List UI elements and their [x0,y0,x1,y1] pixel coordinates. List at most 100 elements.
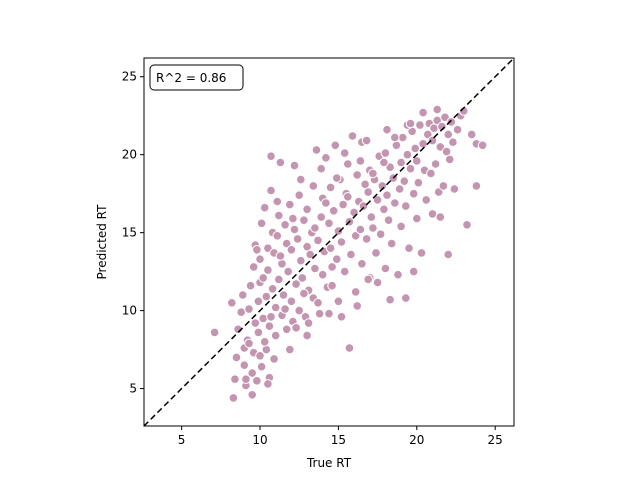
data-point [275,251,286,261]
y-tick-label: 15 [122,226,137,240]
data-point [412,156,422,166]
data-point [404,243,414,253]
data-point [459,106,469,116]
data-point [440,112,450,123]
data-point [266,185,276,196]
data-point [333,226,344,236]
data-point [266,312,276,322]
data-point [382,190,392,200]
data-point [350,287,361,297]
data-point [466,129,477,140]
data-point [302,204,312,215]
data-point [368,223,378,233]
data-point [325,182,336,193]
data-point [325,243,336,253]
data-point [427,135,438,146]
data-point [332,254,342,265]
data-point [255,351,265,361]
data-point [338,199,348,210]
data-point [397,132,408,143]
data-point [294,305,305,316]
data-point [415,120,425,130]
data-point [274,210,284,221]
data-point [227,298,237,308]
data-point [402,149,413,160]
data-point [437,121,447,132]
x-tick-label: 10 [252,433,267,447]
data-point [281,324,292,335]
r2-annotation: R^2 = 0.86 [149,64,244,91]
data-point [259,202,270,213]
data-point [375,229,386,239]
data-point [324,218,334,229]
data-point [289,160,300,171]
data-point [408,266,419,277]
data-point [267,284,278,294]
data-point [363,274,374,285]
data-point [270,330,281,341]
data-point [296,174,306,185]
data-point [438,181,449,191]
data-point [347,131,358,141]
data-point [272,196,283,207]
data-point [372,195,383,205]
data-point [405,163,416,174]
data-point [258,313,269,324]
data-point [379,204,389,215]
data-point [238,290,248,300]
data-point [443,249,454,260]
data-point [231,352,242,363]
data-point [446,117,457,127]
data-point [252,245,262,255]
data-point [372,277,383,288]
x-tick-label: 20 [409,433,424,447]
annotation-box [149,64,244,91]
data-point [366,212,377,222]
data-point [421,195,432,205]
data-point [261,291,272,302]
data-point [343,192,353,202]
data-point [332,173,342,183]
data-point [336,312,347,322]
data-point [355,156,366,166]
data-point [283,266,294,277]
points-layer [209,104,488,403]
data-point [350,231,361,241]
data-point [313,235,323,246]
data-point [330,140,341,151]
data-point [333,296,344,307]
data-point [285,344,295,355]
y-tick-label: 5 [129,382,137,396]
x-tick-label: 5 [178,433,186,447]
data-point [443,129,454,140]
data-point [264,321,275,332]
data-point [339,148,350,158]
data-point [393,269,403,280]
data-point [278,290,289,300]
data-point [344,343,355,353]
data-point [292,234,303,244]
data-point [285,199,295,210]
data-point [390,132,400,143]
data-point [305,249,316,260]
data-point [280,220,290,230]
data-point [410,143,421,154]
data-point [380,148,391,158]
data-point [253,296,264,307]
data-point [321,153,331,163]
data-point [405,118,416,129]
data-point [361,234,372,244]
data-point [308,181,319,191]
data-point [386,238,397,249]
data-point [248,262,259,272]
data-point [343,159,353,169]
data-point [379,157,389,168]
data-point [289,224,300,235]
data-point [286,296,297,307]
data-point [390,198,400,208]
data-point [230,374,240,385]
data-point [355,224,366,235]
data-point [452,124,463,135]
x-axis: 5 10 15 20 25 [178,426,503,447]
data-point [418,139,428,149]
